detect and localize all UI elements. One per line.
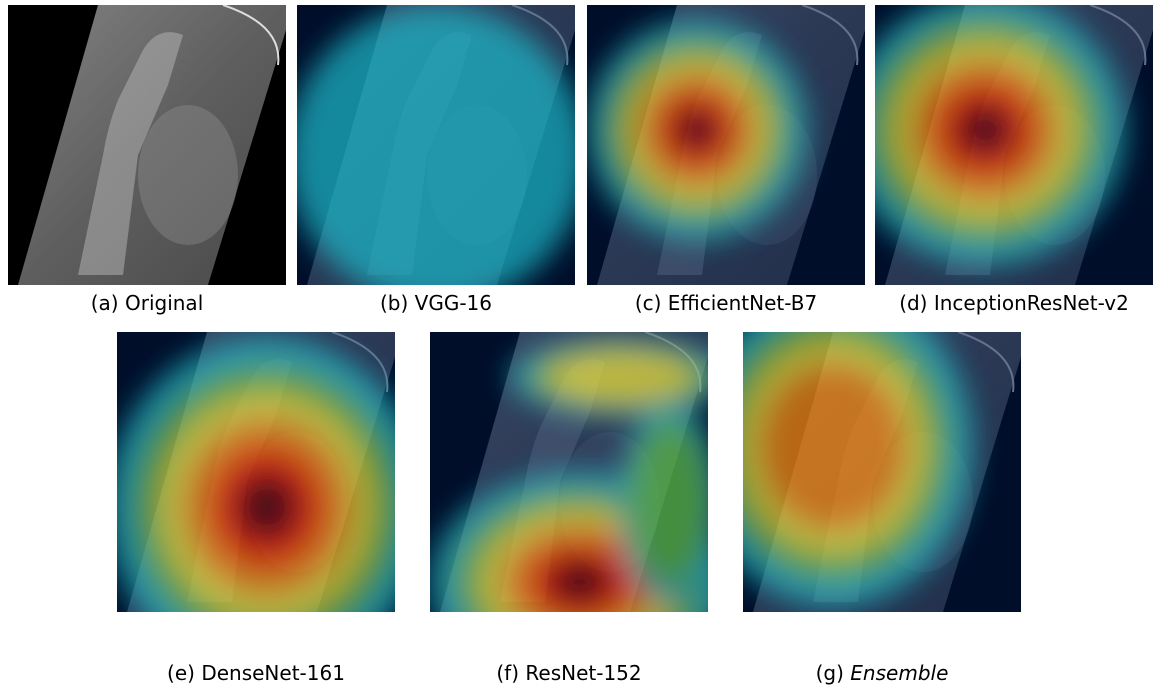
- caption-label: (e): [167, 661, 195, 685]
- heatmap: [845, 0, 1125, 265]
- heatmap: [287, 5, 587, 305]
- heat-level: [235, 473, 299, 541]
- caption-name: ResNet-152: [525, 661, 641, 685]
- page: (a) Original (b) VGG-16 (c) EfficientNet-B…: [0, 0, 1153, 700]
- panel: [287, 5, 587, 305]
- heat-level: [760, 364, 906, 530]
- panel: [587, 5, 865, 285]
- heatmap: [587, 20, 807, 240]
- heat-level: [957, 103, 1013, 157]
- heat-level: [287, 5, 587, 305]
- panel-image: [430, 332, 730, 692]
- heatmap: [107, 337, 427, 677]
- panel: [107, 332, 427, 677]
- panel: [430, 332, 730, 692]
- panel: [845, 0, 1153, 285]
- caption-name: InceptionResNet-v2: [934, 291, 1129, 315]
- caption-label: (d): [899, 291, 927, 315]
- caption: (f) ResNet-152: [496, 661, 641, 685]
- caption: (a) Original: [91, 291, 204, 315]
- caption-label: (b): [380, 291, 408, 315]
- caption-label: (g): [816, 661, 844, 685]
- panel-image: [287, 5, 587, 305]
- caption-label: (f): [496, 661, 519, 685]
- caption-name: DenseNet-161: [201, 661, 345, 685]
- caption: (b) VGG-16: [380, 291, 492, 315]
- caption-name: VGG-16: [415, 291, 492, 315]
- caption-name: Ensemble: [850, 661, 948, 685]
- panel-image: [8, 5, 286, 285]
- panel-image: [845, 0, 1153, 285]
- panel-image: [693, 287, 1021, 612]
- caption-label: (c): [635, 291, 662, 315]
- panel-image: [107, 332, 427, 677]
- heat-level: [545, 350, 695, 404]
- heatmap: [693, 287, 973, 607]
- soft-tissue: [138, 105, 238, 245]
- caption: (c) EfficientNet-B7: [635, 291, 817, 315]
- caption: (e) DenseNet-161: [167, 661, 345, 685]
- heat-level: [628, 418, 712, 586]
- heat-level: [675, 108, 719, 152]
- caption-name: EfficientNet-B7: [668, 291, 817, 315]
- panel-image: [587, 5, 865, 285]
- panel: [8, 5, 286, 285]
- heat-level: [550, 560, 610, 604]
- caption-name: Original: [125, 291, 203, 315]
- caption: (g) Ensemble: [816, 661, 949, 685]
- caption: (d) InceptionResNet-v2: [899, 291, 1129, 315]
- panel: [693, 287, 1021, 612]
- figure: (a) Original (b) VGG-16 (c) EfficientNet-B…: [0, 0, 1153, 700]
- caption-label: (a): [91, 291, 119, 315]
